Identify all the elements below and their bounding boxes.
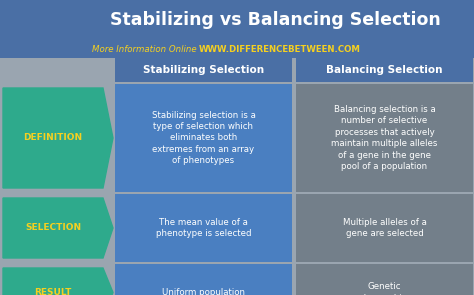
Text: Balancing Selection: Balancing Selection (326, 65, 443, 75)
FancyBboxPatch shape (296, 84, 473, 192)
Polygon shape (3, 268, 113, 295)
Polygon shape (3, 198, 113, 258)
Text: The mean value of a
phenotype is selected: The mean value of a phenotype is selecte… (156, 218, 251, 238)
Polygon shape (3, 88, 113, 188)
FancyBboxPatch shape (0, 40, 474, 58)
FancyBboxPatch shape (296, 194, 473, 262)
FancyBboxPatch shape (115, 58, 292, 82)
FancyBboxPatch shape (115, 84, 292, 192)
Text: Multiple alleles of a
gene are selected: Multiple alleles of a gene are selected (343, 218, 427, 238)
Text: Genetic
polymorphism: Genetic polymorphism (354, 282, 415, 295)
FancyBboxPatch shape (115, 194, 292, 262)
Text: Balancing selection is a
number of selective
processes that actively
maintain mu: Balancing selection is a number of selec… (331, 105, 438, 171)
Text: SELECTION: SELECTION (25, 224, 81, 232)
Text: Uniform population: Uniform population (162, 288, 245, 295)
FancyBboxPatch shape (296, 58, 473, 82)
FancyBboxPatch shape (115, 264, 292, 295)
FancyBboxPatch shape (0, 0, 474, 40)
Text: WWW.DIFFERENCEBETWEEN.COM: WWW.DIFFERENCEBETWEEN.COM (199, 45, 361, 53)
Text: Stabilizing selection is a
type of selection which
eliminates both
extremes from: Stabilizing selection is a type of selec… (152, 111, 255, 165)
Text: Stabilizing Selection: Stabilizing Selection (143, 65, 264, 75)
Text: Stabilizing vs Balancing Selection: Stabilizing vs Balancing Selection (109, 11, 440, 29)
FancyBboxPatch shape (296, 264, 473, 295)
Text: DEFINITION: DEFINITION (23, 134, 82, 142)
Text: More Information Online: More Information Online (91, 45, 199, 53)
Text: RESULT: RESULT (34, 288, 72, 295)
